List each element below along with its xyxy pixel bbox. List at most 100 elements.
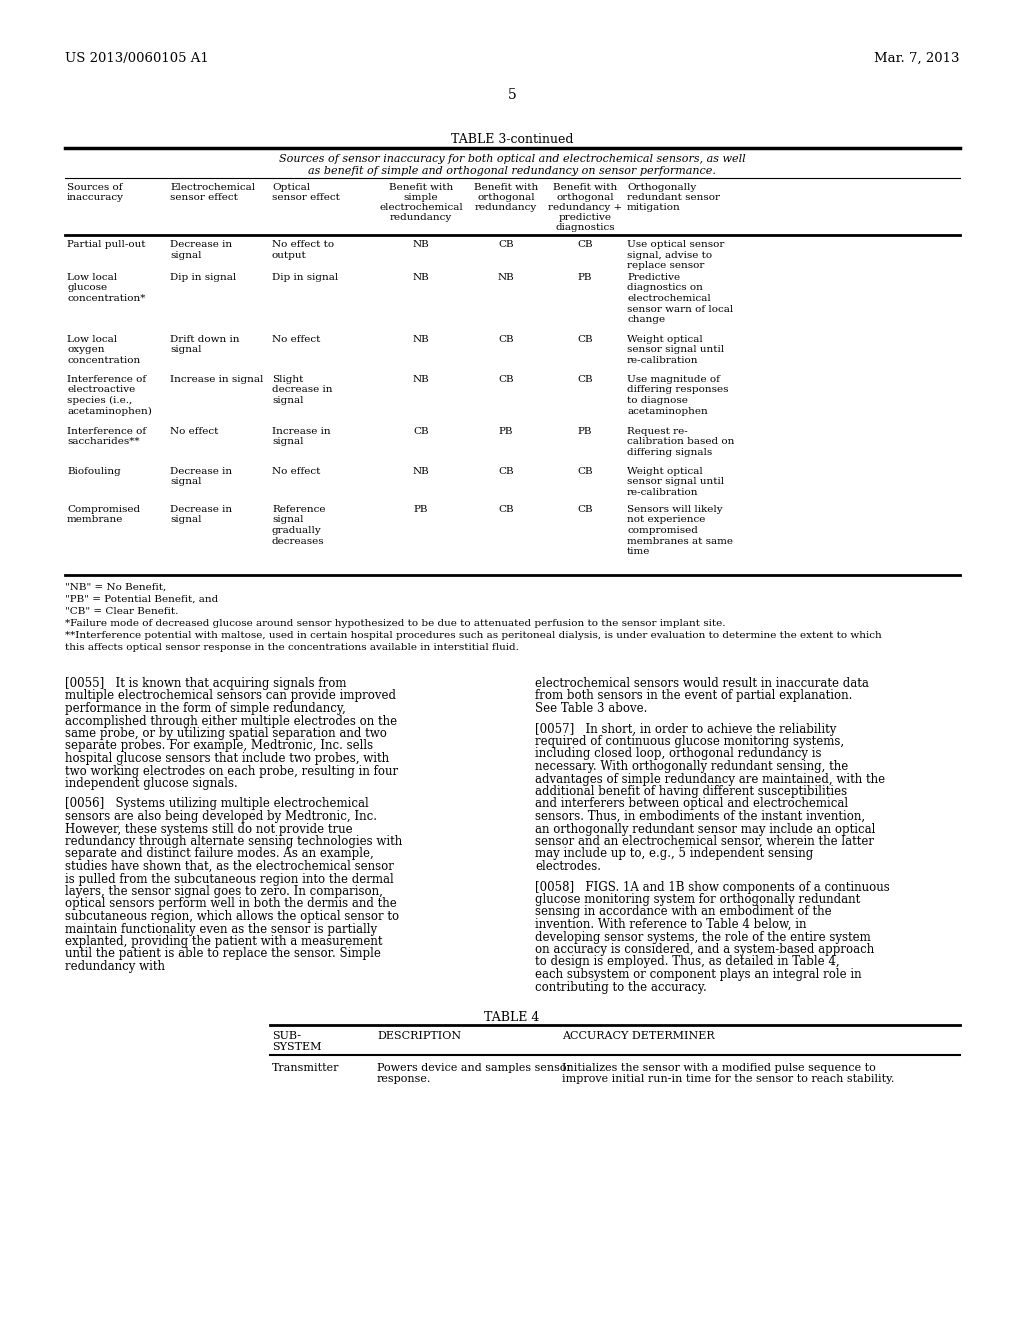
Text: separate probes. For example, Medtronic, Inc. sells: separate probes. For example, Medtronic,… <box>65 739 373 752</box>
Text: Low local: Low local <box>67 335 117 345</box>
Text: Weight optical: Weight optical <box>627 335 702 345</box>
Text: SUB-: SUB- <box>272 1031 301 1041</box>
Text: signal: signal <box>170 251 202 260</box>
Text: not experience: not experience <box>627 516 706 524</box>
Text: simple: simple <box>403 193 438 202</box>
Text: signal: signal <box>170 516 202 524</box>
Text: required of continuous glucose monitoring systems,: required of continuous glucose monitorin… <box>535 735 844 748</box>
Text: additional benefit of having different susceptibilities: additional benefit of having different s… <box>535 785 847 799</box>
Text: Benefit with: Benefit with <box>553 183 617 191</box>
Text: CB: CB <box>414 426 429 436</box>
Text: differing responses: differing responses <box>627 385 728 395</box>
Text: an orthogonally redundant sensor may include an optical: an orthogonally redundant sensor may inc… <box>535 822 876 836</box>
Text: including closed loop, orthogonal redundancy is: including closed loop, orthogonal redund… <box>535 747 821 760</box>
Text: [0057]   In short, in order to achieve the reliability: [0057] In short, in order to achieve the… <box>535 722 837 735</box>
Text: re-calibration: re-calibration <box>627 488 698 498</box>
Text: redundancy +: redundancy + <box>548 203 623 213</box>
Text: Orthogonally: Orthogonally <box>627 183 696 191</box>
Text: differing signals: differing signals <box>627 447 713 457</box>
Text: PB: PB <box>578 273 592 282</box>
Text: Use optical sensor: Use optical sensor <box>627 240 724 249</box>
Text: separate and distinct failure modes. As an example,: separate and distinct failure modes. As … <box>65 847 374 861</box>
Text: optical sensors perform well in both the dermis and the: optical sensors perform well in both the… <box>65 898 396 911</box>
Text: saccharides**: saccharides** <box>67 437 139 446</box>
Text: Decrease in: Decrease in <box>170 240 232 249</box>
Text: sensor signal until: sensor signal until <box>627 346 724 355</box>
Text: CB: CB <box>499 467 514 477</box>
Text: mitigation: mitigation <box>627 203 681 213</box>
Text: this affects optical sensor response in the concentrations available in intersti: this affects optical sensor response in … <box>65 643 519 652</box>
Text: Predictive: Predictive <box>627 273 680 282</box>
Text: No effect: No effect <box>272 335 321 345</box>
Text: concentration*: concentration* <box>67 294 145 304</box>
Text: CB: CB <box>578 240 593 249</box>
Text: 5: 5 <box>508 88 516 102</box>
Text: glucose: glucose <box>67 284 108 293</box>
Text: [0055]   It is known that acquiring signals from: [0055] It is known that acquiring signal… <box>65 677 346 690</box>
Text: Reference: Reference <box>272 506 326 513</box>
Text: as benefit of simple and orthogonal redundancy on sensor performance.: as benefit of simple and orthogonal redu… <box>308 166 716 176</box>
Text: sensor signal until: sensor signal until <box>627 478 724 487</box>
Text: Decrease in: Decrease in <box>170 467 232 477</box>
Text: TABLE 4: TABLE 4 <box>484 1011 540 1024</box>
Text: membrane: membrane <box>67 516 123 524</box>
Text: "CB" = Clear Benefit.: "CB" = Clear Benefit. <box>65 607 178 616</box>
Text: electrochemical sensors would result in inaccurate data: electrochemical sensors would result in … <box>535 677 869 690</box>
Text: Benefit with: Benefit with <box>389 183 454 191</box>
Text: Benefit with: Benefit with <box>474 183 539 191</box>
Text: signal: signal <box>272 437 303 446</box>
Text: electrochemical: electrochemical <box>379 203 463 213</box>
Text: PB: PB <box>578 426 592 436</box>
Text: Increase in: Increase in <box>272 426 331 436</box>
Text: maintain functionality even as the sensor is partially: maintain functionality even as the senso… <box>65 923 377 936</box>
Text: SYSTEM: SYSTEM <box>272 1041 322 1052</box>
Text: predictive: predictive <box>558 213 611 222</box>
Text: acetaminophen: acetaminophen <box>627 407 708 416</box>
Text: redundancy: redundancy <box>390 213 453 222</box>
Text: Biofouling: Biofouling <box>67 467 121 477</box>
Text: CB: CB <box>578 506 593 513</box>
Text: TABLE 3-continued: TABLE 3-continued <box>451 133 573 147</box>
Text: [0056]   Systems utilizing multiple electrochemical: [0056] Systems utilizing multiple electr… <box>65 797 369 810</box>
Text: Use magnitude of: Use magnitude of <box>627 375 720 384</box>
Text: CB: CB <box>499 335 514 345</box>
Text: "PB" = Potential Benefit, and: "PB" = Potential Benefit, and <box>65 595 218 605</box>
Text: inaccuracy: inaccuracy <box>67 193 124 202</box>
Text: CB: CB <box>499 240 514 249</box>
Text: improve initial run-in time for the sensor to reach stability.: improve initial run-in time for the sens… <box>562 1074 894 1085</box>
Text: NB: NB <box>413 273 429 282</box>
Text: sensing in accordance with an embodiment of the: sensing in accordance with an embodiment… <box>535 906 831 919</box>
Text: sensors. Thus, in embodiments of the instant invention,: sensors. Thus, in embodiments of the ins… <box>535 810 865 822</box>
Text: See Table 3 above.: See Table 3 above. <box>535 702 647 715</box>
Text: to diagnose: to diagnose <box>627 396 688 405</box>
Text: PB: PB <box>499 426 513 436</box>
Text: NB: NB <box>413 375 429 384</box>
Text: hospital glucose sensors that include two probes, with: hospital glucose sensors that include tw… <box>65 752 389 766</box>
Text: on accuracy is considered, and a system-based approach: on accuracy is considered, and a system-… <box>535 942 874 956</box>
Text: performance in the form of simple redundancy,: performance in the form of simple redund… <box>65 702 346 715</box>
Text: decrease in: decrease in <box>272 385 333 395</box>
Text: Slight: Slight <box>272 375 303 384</box>
Text: Sensors will likely: Sensors will likely <box>627 506 723 513</box>
Text: electrochemical: electrochemical <box>627 294 711 304</box>
Text: Low local: Low local <box>67 273 117 282</box>
Text: "NB" = No Benefit,: "NB" = No Benefit, <box>65 583 166 591</box>
Text: contributing to the accuracy.: contributing to the accuracy. <box>535 981 707 994</box>
Text: CB: CB <box>578 335 593 345</box>
Text: NB: NB <box>413 467 429 477</box>
Text: redundancy with: redundancy with <box>65 960 165 973</box>
Text: Dip in signal: Dip in signal <box>272 273 338 282</box>
Text: Request re-: Request re- <box>627 426 688 436</box>
Text: advantages of simple redundancy are maintained, with the: advantages of simple redundancy are main… <box>535 772 885 785</box>
Text: redundancy: redundancy <box>475 203 538 213</box>
Text: Partial pull-out: Partial pull-out <box>67 240 145 249</box>
Text: sensor effect: sensor effect <box>272 193 340 202</box>
Text: concentration: concentration <box>67 356 140 366</box>
Text: PB: PB <box>414 506 428 513</box>
Text: Compromised: Compromised <box>67 506 140 513</box>
Text: accomplished through either multiple electrodes on the: accomplished through either multiple ele… <box>65 714 397 727</box>
Text: CB: CB <box>499 506 514 513</box>
Text: signal: signal <box>272 396 303 405</box>
Text: Interference of: Interference of <box>67 375 146 384</box>
Text: two working electrodes on each probe, resulting in four: two working electrodes on each probe, re… <box>65 764 398 777</box>
